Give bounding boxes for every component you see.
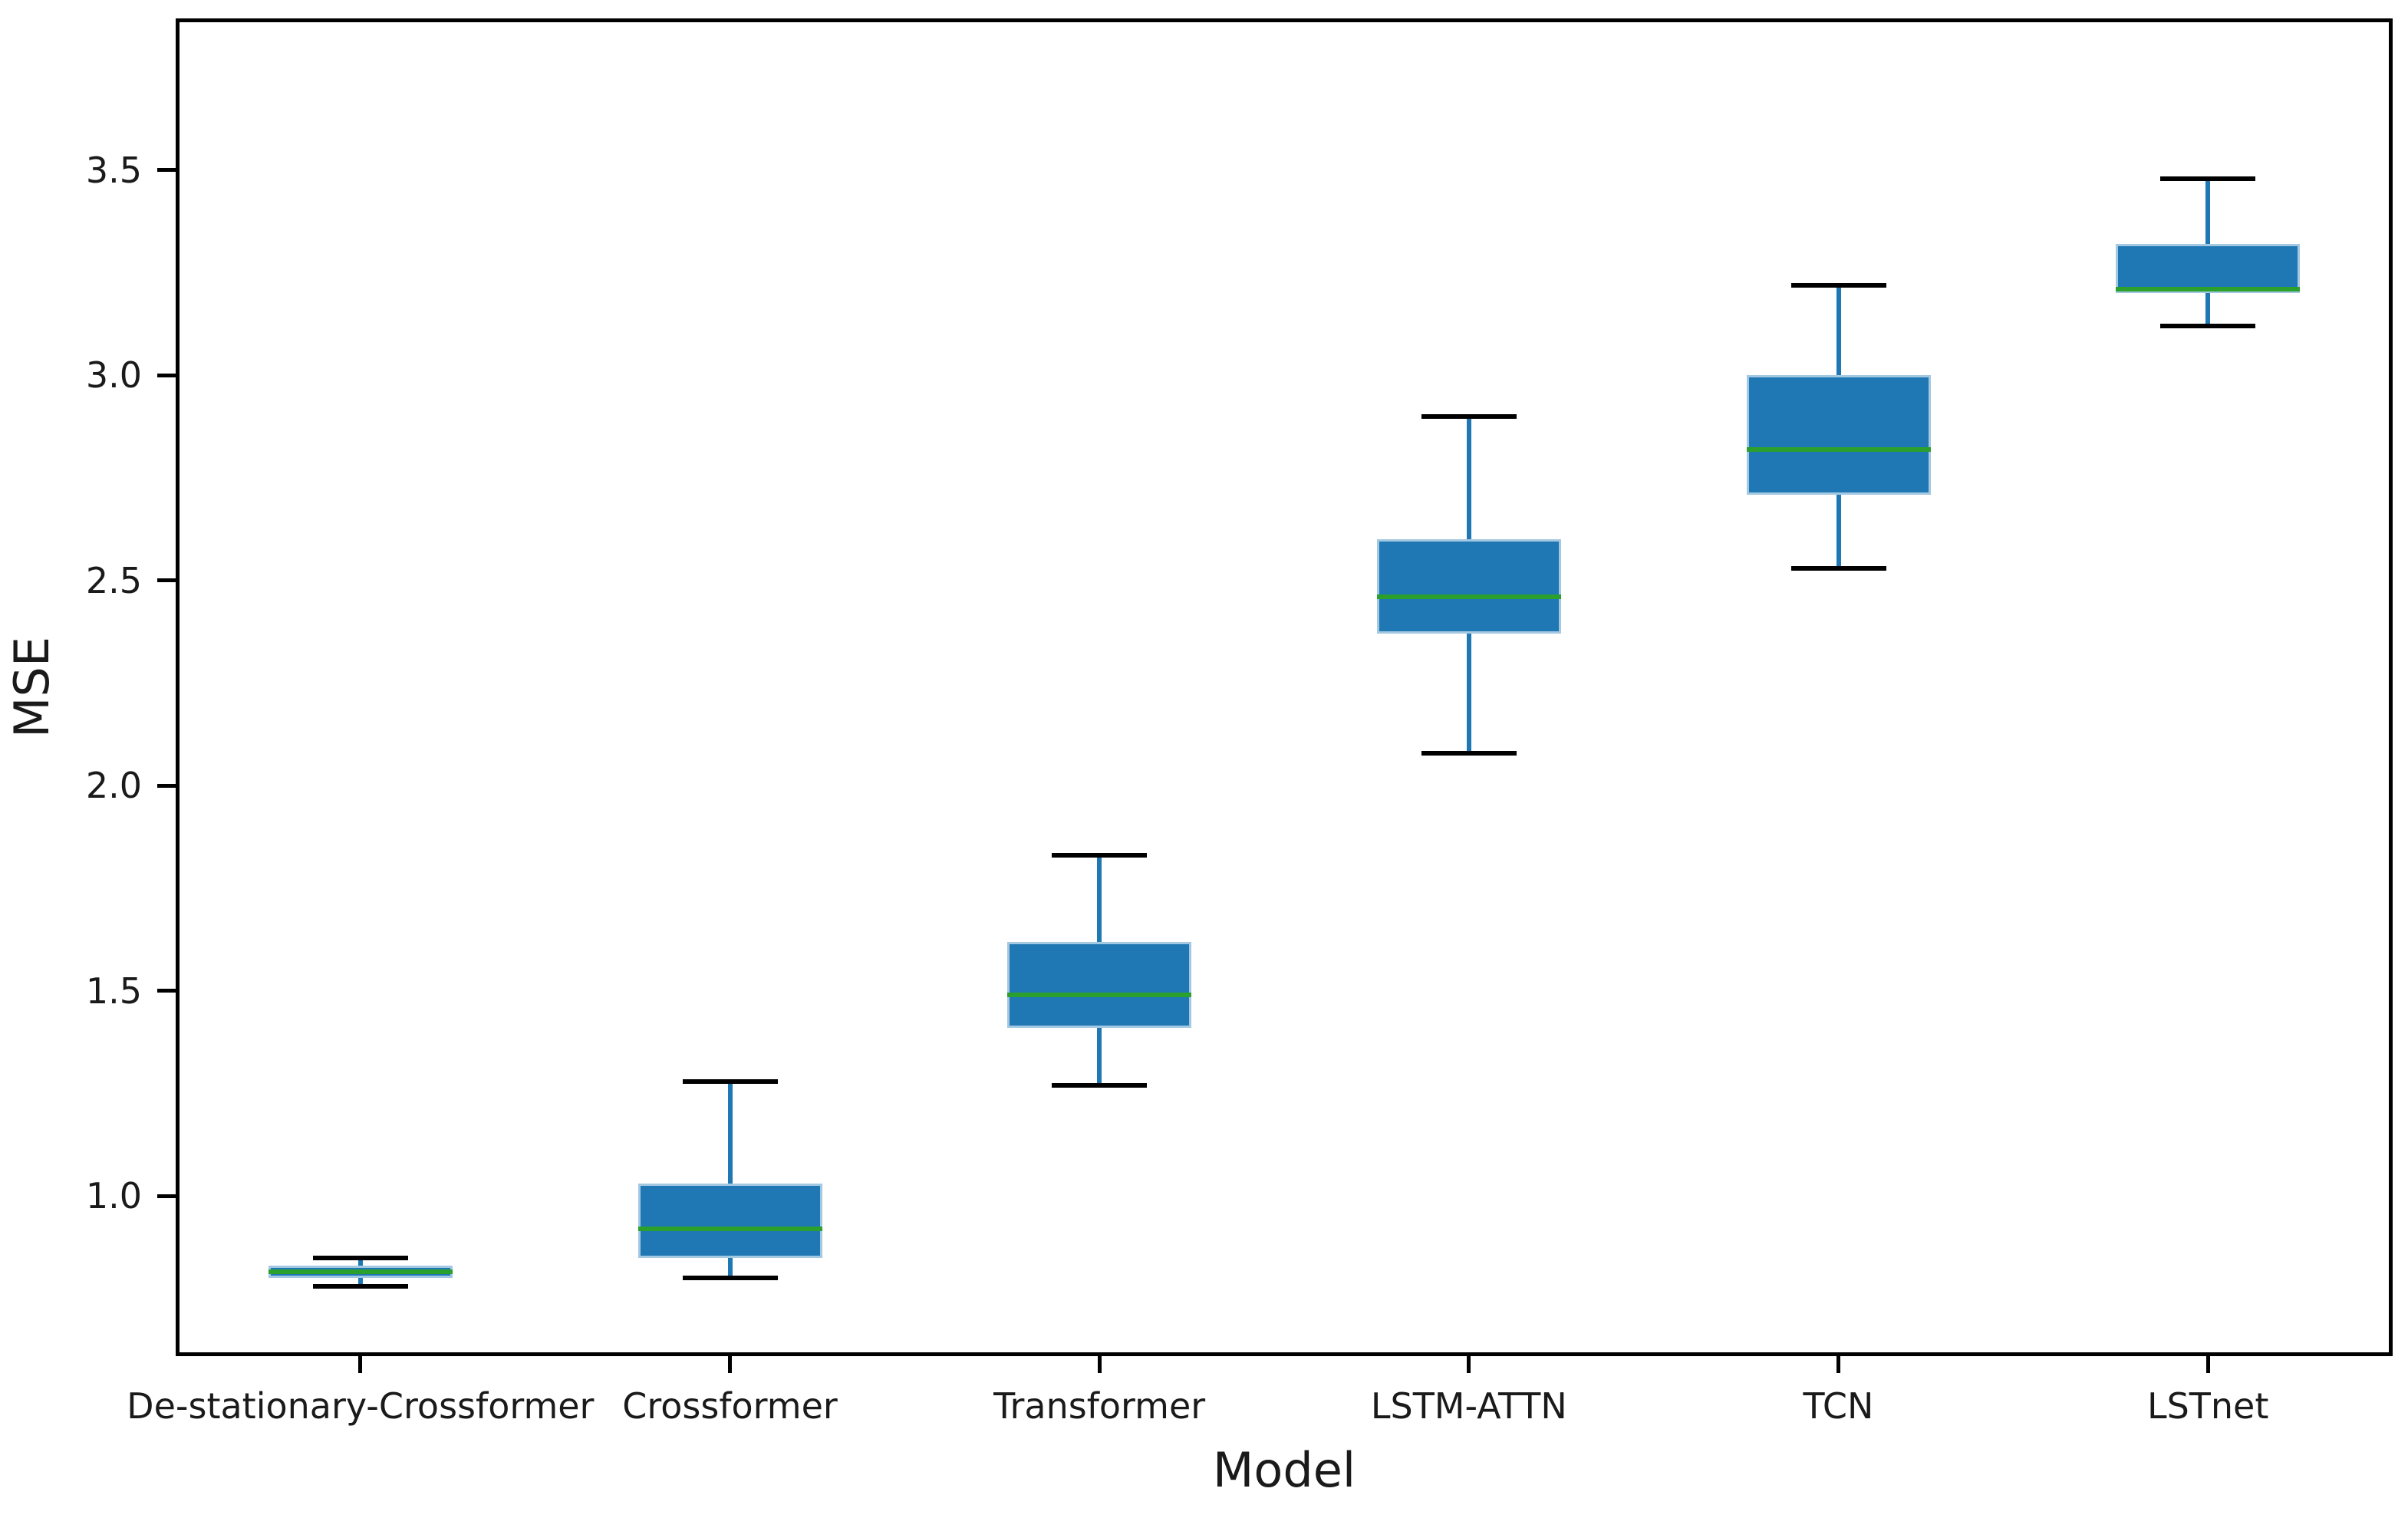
y-tick-label: 2.0 bbox=[85, 765, 142, 807]
x-tick bbox=[1097, 1356, 1102, 1373]
median-line bbox=[637, 1227, 822, 1232]
y-tick bbox=[157, 1194, 176, 1198]
y-tick-label: 1.5 bbox=[85, 970, 142, 1012]
whisker-line bbox=[727, 1081, 733, 1279]
median-line bbox=[268, 1269, 453, 1275]
whisker-cap-bottom bbox=[682, 1276, 778, 1281]
x-tick bbox=[1467, 1356, 1471, 1373]
y-tick bbox=[157, 783, 176, 788]
plot-area bbox=[176, 18, 2393, 1356]
x-tick-label: De-stationary-Crossformer bbox=[127, 1385, 595, 1427]
whisker-cap-top bbox=[2160, 176, 2256, 181]
x-tick-label: LSTnet bbox=[2146, 1385, 2269, 1427]
whisker-cap-top bbox=[682, 1078, 778, 1084]
y-tick-label: 3.0 bbox=[85, 354, 142, 397]
y-tick bbox=[157, 373, 176, 377]
whisker-cap-bottom bbox=[312, 1284, 408, 1289]
x-tick-label: LSTM-ATTN bbox=[1370, 1385, 1567, 1427]
y-axis-title: MSE bbox=[4, 636, 60, 739]
x-tick-label: Transformer bbox=[993, 1385, 1206, 1427]
y-tick bbox=[157, 168, 176, 173]
x-tick-label: Crossformer bbox=[622, 1385, 838, 1427]
median-line bbox=[1746, 446, 1931, 452]
box bbox=[2116, 244, 2301, 294]
whisker-cap-top bbox=[1421, 413, 1517, 419]
whisker-cap-bottom bbox=[1052, 1082, 1148, 1088]
y-tick bbox=[157, 989, 176, 993]
y-tick-label: 2.5 bbox=[85, 559, 142, 601]
median-line bbox=[1376, 594, 1561, 600]
box bbox=[1376, 539, 1561, 634]
x-axis-title: Model bbox=[1212, 1442, 1356, 1498]
x-tick bbox=[2205, 1356, 2210, 1373]
median-line bbox=[1007, 993, 1192, 998]
whisker-cap-top bbox=[1790, 282, 1886, 288]
x-tick bbox=[728, 1356, 732, 1373]
whisker-cap-bottom bbox=[1421, 750, 1517, 756]
x-tick-label: TCN bbox=[1803, 1385, 1874, 1427]
y-tick-label: 3.5 bbox=[85, 149, 142, 191]
box bbox=[1746, 375, 1931, 495]
whisker-cap-top bbox=[1052, 853, 1148, 858]
y-tick bbox=[157, 578, 176, 583]
box bbox=[1007, 941, 1192, 1028]
y-tick-label: 1.0 bbox=[85, 1175, 142, 1217]
median-line bbox=[2116, 287, 2301, 292]
box bbox=[637, 1184, 822, 1258]
x-tick bbox=[1836, 1356, 1840, 1373]
whisker-cap-bottom bbox=[2160, 324, 2256, 329]
whisker-cap-bottom bbox=[1790, 565, 1886, 571]
x-tick bbox=[358, 1356, 363, 1373]
whisker-cap-top bbox=[312, 1255, 408, 1260]
